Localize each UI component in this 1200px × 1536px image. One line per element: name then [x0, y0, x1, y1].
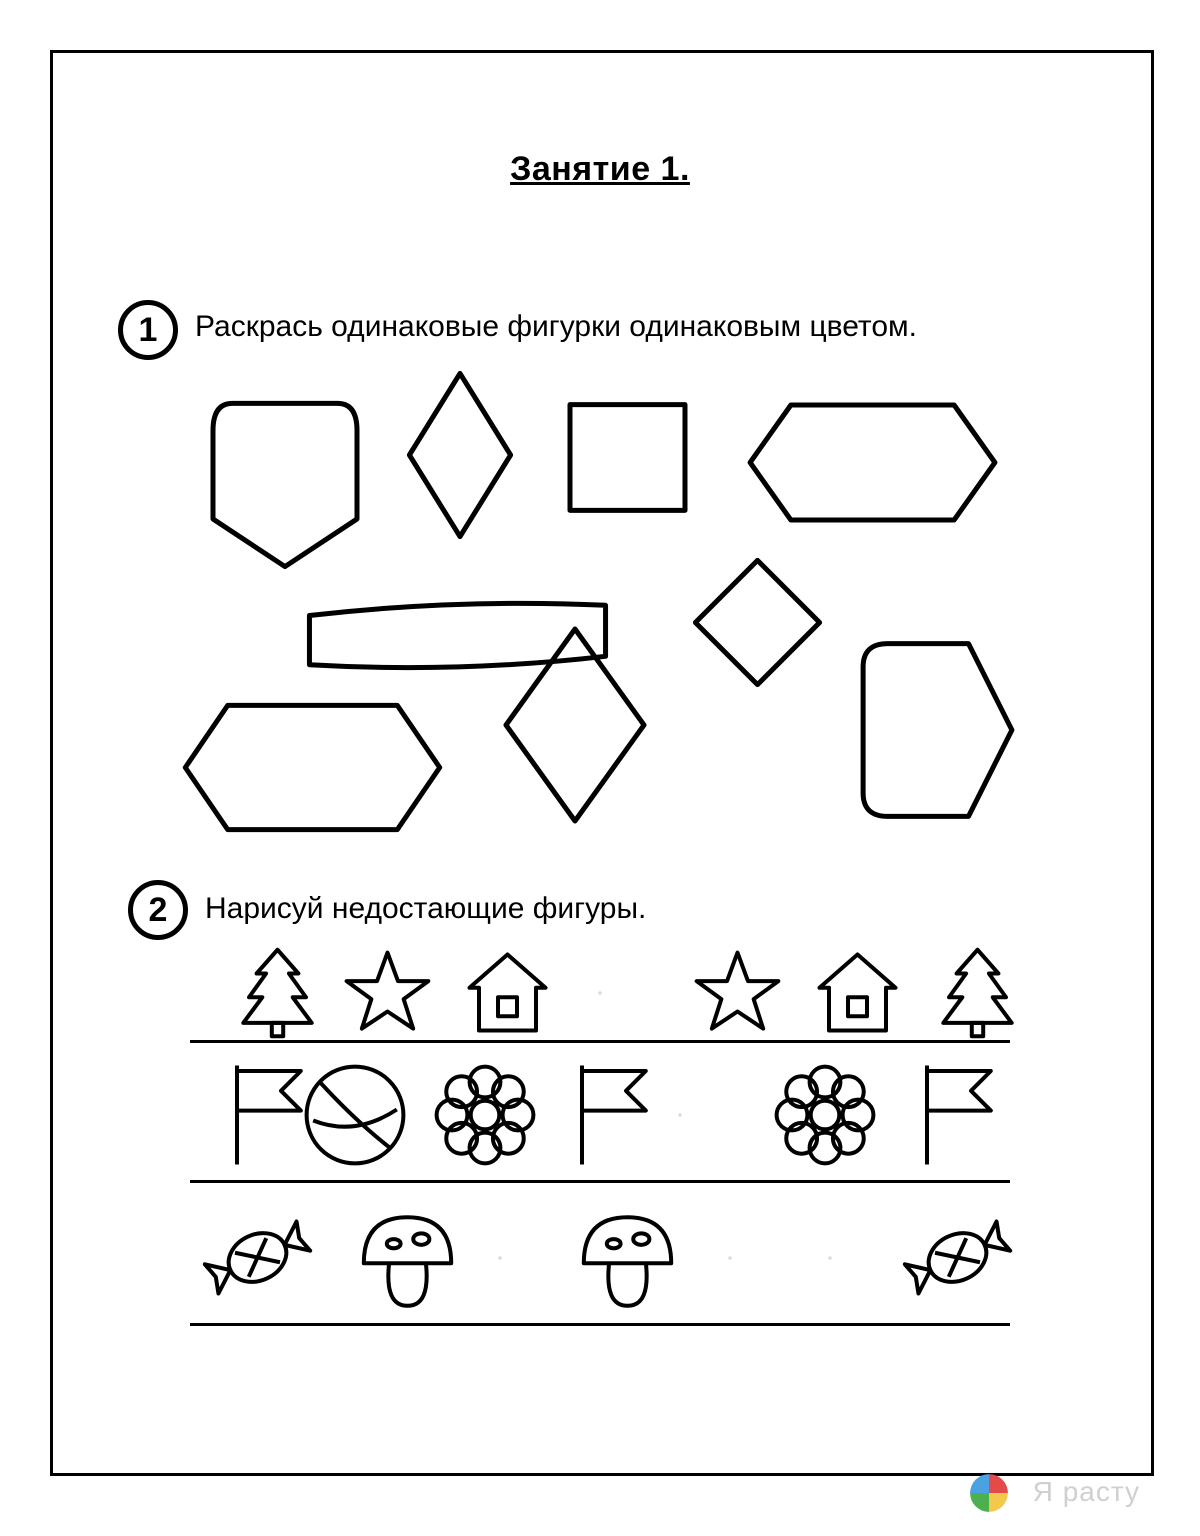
row-divider [190, 1323, 1010, 1326]
tree-icon [930, 945, 1025, 1040]
dot-icon [670, 1105, 690, 1125]
tree-icon [230, 945, 325, 1040]
dot-icon [590, 983, 610, 1003]
shape-rhombus [500, 625, 650, 825]
mushroom-icon [350, 1200, 465, 1315]
shape-square45 [690, 555, 825, 690]
dot-icon [720, 1248, 740, 1268]
candy-icon [200, 1200, 315, 1315]
task2-number-badge: 2 [128, 880, 188, 940]
watermark-ball-icon [968, 1472, 1010, 1514]
dot-icon [820, 1248, 840, 1268]
task1-text: Раскрась одинаковые фигурки одинаковым ц… [195, 310, 917, 344]
mushroom-icon [570, 1200, 685, 1315]
flag-icon [560, 1060, 670, 1170]
ball-icon [300, 1060, 410, 1170]
shape-hexagon [745, 400, 1000, 525]
shape-hexagon [180, 700, 445, 835]
row-divider [190, 1180, 1010, 1183]
task1-number: 1 [139, 311, 158, 349]
shape-shield-r [860, 640, 1015, 820]
task2-number: 2 [149, 891, 168, 929]
candy-icon [900, 1200, 1015, 1315]
house-icon [810, 945, 905, 1040]
row-divider [190, 1040, 1010, 1043]
watermark-text: Я расту [1033, 1476, 1140, 1508]
flag-icon [905, 1060, 1015, 1170]
shape-rhombus [405, 370, 515, 540]
house-icon [460, 945, 555, 1040]
flower-icon [770, 1060, 880, 1170]
shape-square [565, 400, 690, 515]
flower-icon [430, 1060, 540, 1170]
page-title: Занятие 1. [0, 150, 1200, 189]
task1-number-badge: 1 [118, 300, 178, 360]
task2-text: Нарисуй недостающие фигуры. [205, 892, 646, 926]
star-icon [340, 945, 435, 1040]
star-icon [690, 945, 785, 1040]
dot-icon [490, 1248, 510, 1268]
shape-shield [210, 400, 360, 570]
